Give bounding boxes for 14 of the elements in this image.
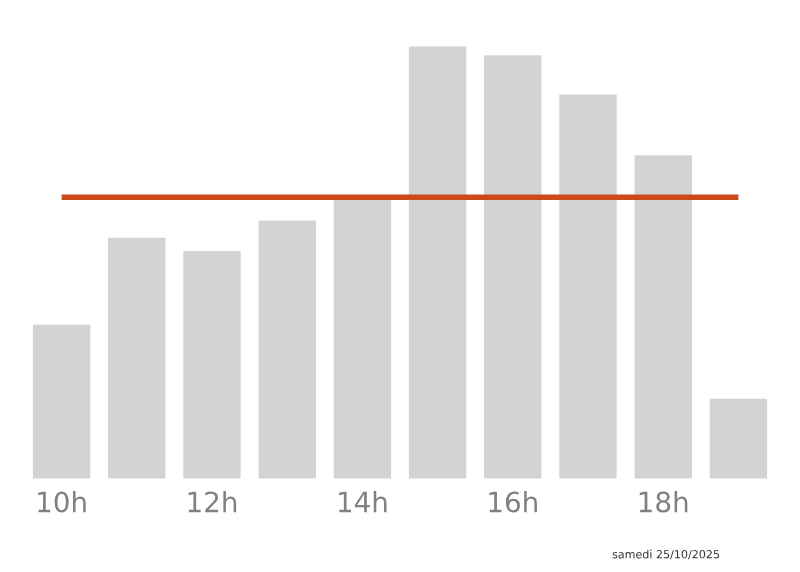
bar (180, 248, 244, 480)
bar (255, 217, 319, 480)
x-tick-label: 10h (38, 491, 86, 513)
x-tick-label: 18h (639, 491, 688, 513)
bar (556, 91, 620, 480)
bar (631, 152, 695, 480)
x-tick-label: 14h (338, 491, 387, 513)
bar (105, 235, 169, 480)
bar (481, 52, 545, 480)
bar (706, 395, 770, 480)
x-tick-label: 12h (188, 491, 237, 513)
bar (30, 322, 94, 480)
x-tick-label: 16h (489, 491, 537, 513)
bar (406, 45, 470, 480)
